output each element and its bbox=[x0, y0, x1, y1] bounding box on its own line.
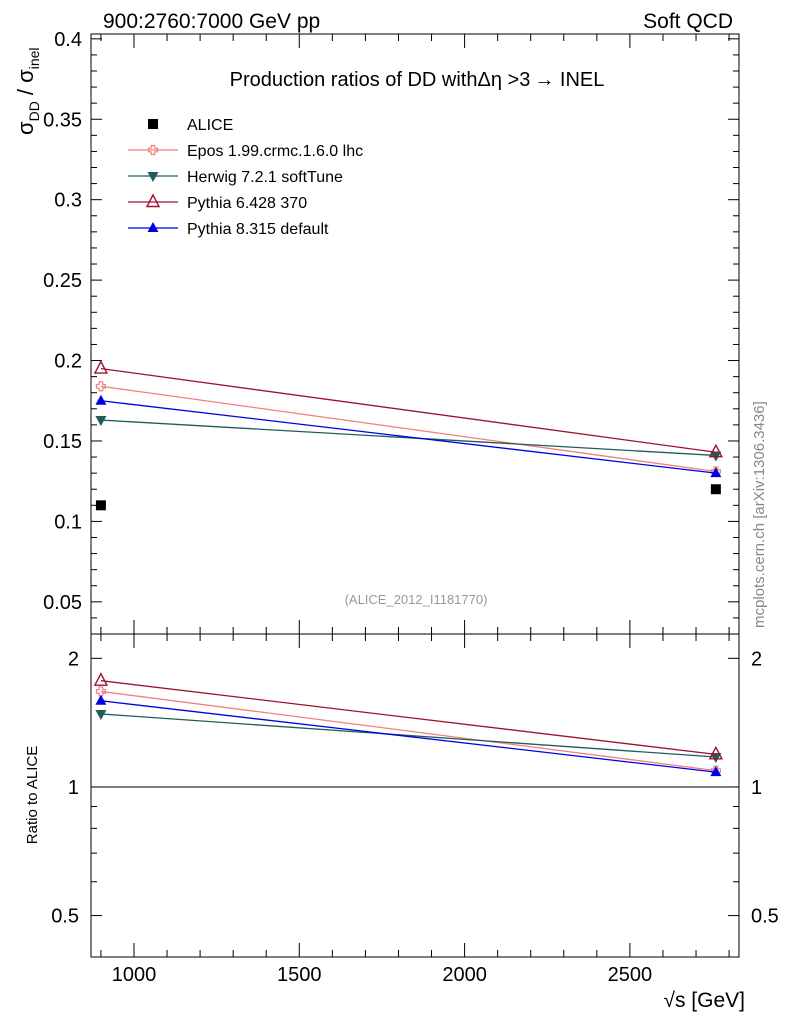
series-line-epos bbox=[100, 385, 716, 473]
legend-marker-alice bbox=[148, 119, 158, 129]
ratio-line-pythia8 bbox=[100, 700, 716, 773]
ratio-ytick-label-left: 0.5 bbox=[51, 906, 79, 928]
xtick-label: 2500 bbox=[608, 964, 653, 986]
ylabel-slash: / bbox=[13, 83, 38, 101]
xtick-label: 1000 bbox=[112, 964, 157, 986]
ratio-ytick-label-left: 1 bbox=[68, 777, 79, 799]
ratio-ytick-label-right: 0.5 bbox=[751, 906, 779, 928]
ratio-point-epos bbox=[95, 686, 107, 697]
x-axis-label: √s [GeV] bbox=[663, 989, 745, 1012]
main-title-inel: INEL bbox=[554, 69, 604, 91]
legend-marker-pythia8 bbox=[147, 222, 159, 232]
main-ytick-label: 0.1 bbox=[54, 511, 82, 533]
main-title-arrow: → bbox=[534, 69, 554, 91]
data-point-pythia8 bbox=[95, 394, 107, 405]
side-label: mcplots.cern.ch [arXiv:1306.3436] bbox=[751, 401, 768, 628]
main-ytick-label: 0.05 bbox=[43, 592, 82, 614]
ratio-ylabel: Ratio to ALICE bbox=[24, 746, 41, 844]
legend-label-pythia6: Pythia 6.428 370 bbox=[187, 195, 307, 212]
data-point-herwig bbox=[95, 416, 107, 427]
ratio-line-pythia6 bbox=[100, 680, 716, 756]
main-title: Production ratios of DD withΔη >3 → INEL bbox=[230, 69, 605, 91]
ylabel-sub-inel: inel bbox=[26, 47, 42, 69]
legend-marker-pythia6 bbox=[145, 193, 161, 208]
main-title-delta-eta: Δη bbox=[478, 69, 502, 91]
header-right: Soft QCD bbox=[643, 10, 733, 33]
main-ytick-label: 0.4 bbox=[54, 29, 82, 51]
ratio-line-epos bbox=[100, 690, 716, 772]
series-line-pythia6 bbox=[100, 367, 716, 453]
analysis-id: (ALICE_2012_I1181770) bbox=[345, 592, 488, 607]
data-point-epos bbox=[95, 381, 107, 392]
main-ytick-label: 0.3 bbox=[54, 190, 82, 212]
ratio-frame bbox=[90, 633, 740, 958]
main-ytick-label: 0.35 bbox=[43, 109, 82, 131]
main-plot-area: 0.05 0.1 0.15 0.2 0.25 0.3 0.35 0.4 bbox=[43, 29, 740, 635]
ratio-point-pythia8 bbox=[95, 694, 107, 705]
legend-label-herwig: Herwig 7.2.1 softTune bbox=[187, 169, 343, 186]
data-point-pythia6 bbox=[708, 443, 724, 458]
legend-label-alice: ALICE bbox=[187, 117, 233, 134]
main-title-text: Production ratios of DD with bbox=[230, 69, 478, 91]
main-ylabel: σDD / σinel bbox=[13, 47, 42, 135]
ratio-point-pythia6 bbox=[93, 672, 109, 686]
legend-marker-epos bbox=[147, 144, 159, 156]
main-ytick-label: 0.15 bbox=[43, 431, 82, 453]
xtick-label: 1500 bbox=[277, 964, 322, 986]
legend-label-pythia8: Pythia 8.315 default bbox=[187, 221, 329, 238]
ratio-plot-area: 1000 1500 2000 2500 0.5 0.5 1 1 2 2 bbox=[51, 633, 779, 986]
main-ytick-label: 0.2 bbox=[54, 351, 82, 373]
ratio-point-herwig bbox=[95, 709, 107, 720]
main-title-threshold: >3 bbox=[502, 69, 530, 91]
ratio-ytick-label-left: 2 bbox=[68, 648, 79, 670]
series-line-pythia8 bbox=[100, 400, 716, 474]
data-point-alice bbox=[95, 500, 106, 511]
header-left: 900:2760:7000 GeV pp bbox=[103, 10, 320, 33]
xtick-label: 2000 bbox=[442, 964, 487, 986]
data-point-pythia8 bbox=[710, 467, 722, 478]
series-line-herwig bbox=[100, 419, 716, 457]
ylabel-sub-dd: DD bbox=[26, 101, 42, 121]
ratio-ytick-label-right: 1 bbox=[751, 777, 762, 799]
legend-marker-herwig bbox=[147, 172, 159, 182]
ratio-point-pythia6 bbox=[708, 745, 724, 760]
data-point-pythia6 bbox=[93, 360, 109, 374]
legend: ALICE Epos 1.99.crmc.1.6.0 lhc Herwig 7.2.… bbox=[128, 117, 363, 238]
legend-label-epos: Epos 1.99.crmc.1.6.0 lhc bbox=[187, 143, 363, 160]
data-point-alice bbox=[710, 484, 721, 495]
ylabel-sigma-den: σ bbox=[13, 69, 38, 83]
ratio-line-herwig bbox=[100, 713, 716, 758]
ratio-ytick-label-right: 2 bbox=[751, 648, 762, 670]
ylabel-sigma-num: σ bbox=[13, 121, 38, 135]
ratio-point-herwig bbox=[710, 753, 722, 764]
main-ytick-label: 0.25 bbox=[43, 270, 82, 292]
ratio-point-pythia8 bbox=[710, 766, 722, 777]
